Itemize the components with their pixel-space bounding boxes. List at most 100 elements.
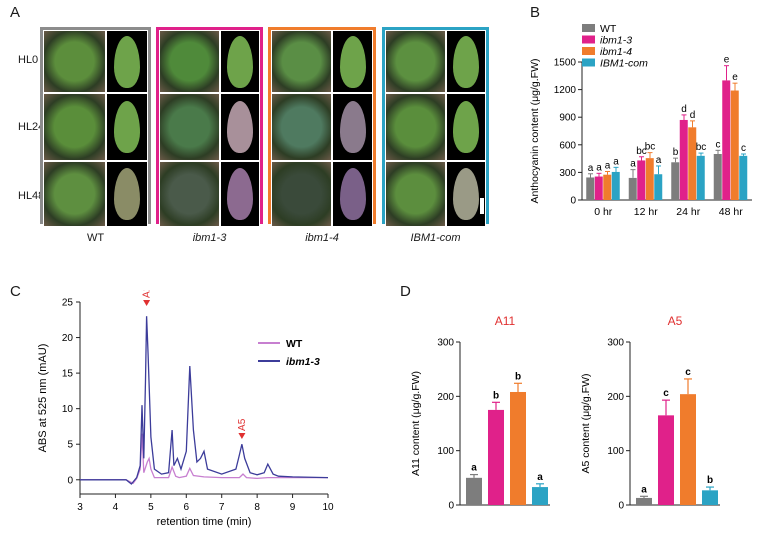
significance-letter: a <box>588 163 594 174</box>
y-axis-label: A11 content (μg/g.FW) <box>410 371 422 476</box>
x-tick-label: 24 hr <box>676 206 700 218</box>
genotype-frame-0 <box>40 27 151 227</box>
y-tick-label: 20 <box>62 333 74 344</box>
y-tick-label: 100 <box>437 446 454 457</box>
x-axis-label: retention time (min) <box>157 516 252 528</box>
leaf-shape <box>453 168 479 220</box>
y-tick-label: 25 <box>62 298 74 309</box>
row-label-hl24: HL24 <box>18 121 45 133</box>
y-tick-label: 0 <box>67 475 73 486</box>
rosette-photo <box>159 93 220 161</box>
leaf-shape <box>114 35 140 88</box>
peak-arrow <box>143 299 151 306</box>
legend-label: ibm1-3 <box>600 35 632 47</box>
bar <box>654 174 663 200</box>
leaf-photo <box>446 93 486 161</box>
bar <box>739 155 748 200</box>
y-tick-label: 300 <box>607 338 624 349</box>
panel-a-photo-grid: HL0 HL24 HL48 WT ibm1-3 ibm1-4 IBM1-com <box>0 0 520 260</box>
x-tick-label: 12 hr <box>634 206 658 218</box>
genotype-label: ibm1-4 <box>305 232 339 244</box>
legend-swatch <box>582 47 595 55</box>
rosette-photo <box>385 93 446 161</box>
y-tick-label: 5 <box>67 440 73 451</box>
bar <box>671 162 680 200</box>
x-tick-label: 48 hr <box>719 206 743 218</box>
significance-letter: b <box>707 475 713 486</box>
significance-letter: c <box>685 367 691 378</box>
significance-letter: a <box>613 156 619 167</box>
genotype-label: ibm1-3 <box>192 232 227 244</box>
significance-letter: d <box>690 110 696 121</box>
legend-label: WT <box>600 23 617 35</box>
rosette-photo <box>385 161 446 227</box>
y-tick-label: 1500 <box>554 58 577 69</box>
bar <box>722 80 731 200</box>
y-tick-label: 15 <box>62 369 74 380</box>
y-tick-label: 10 <box>62 404 74 415</box>
rosette-photo <box>43 161 106 227</box>
significance-letter: a <box>471 463 477 474</box>
legend-label: IBM1-com <box>600 58 648 70</box>
significance-letter: e <box>724 55 730 66</box>
bar <box>702 490 718 505</box>
leaf-shape <box>453 101 479 153</box>
bar <box>488 409 504 505</box>
leaf-photo <box>332 30 373 93</box>
significance-letter: e <box>732 72 738 83</box>
y-tick-label: 300 <box>437 338 454 349</box>
x-tick-label: 0 hr <box>594 206 613 218</box>
x-tick-label: 9 <box>290 502 296 513</box>
leaf-shape <box>339 35 366 88</box>
leaf-shape <box>339 101 366 153</box>
genotype-label: IBM1-com <box>410 232 461 244</box>
leaf-photo <box>446 161 486 227</box>
chart-title: A5 <box>668 314 683 328</box>
leaf-photo <box>220 30 260 93</box>
peak-arrow <box>238 432 246 439</box>
bar <box>696 155 705 200</box>
genotype-frame-2 <box>268 27 376 227</box>
leaf-shape <box>339 168 366 220</box>
bar <box>637 160 646 200</box>
a5-bar-chart: A5 0 100 200 300 A5 content (μg/g.FW) a c c b <box>580 314 720 512</box>
y-tick-label: 0 <box>448 501 454 512</box>
rosette-photo <box>43 93 106 161</box>
chart-title: A11 <box>495 314 516 328</box>
significance-letter: a <box>537 472 543 483</box>
bar <box>680 394 696 505</box>
y-tick-label: 300 <box>559 168 576 179</box>
rosette-photo <box>159 161 220 227</box>
genotype-frame-3 <box>382 27 489 227</box>
x-tick-label: 7 <box>219 502 225 513</box>
panel-label-b: B <box>530 4 541 21</box>
y-tick-label: 1200 <box>554 85 577 96</box>
significance-letter: c <box>716 139 721 150</box>
significance-letter: a <box>656 155 662 166</box>
x-tick-label: 4 <box>113 502 119 513</box>
x-tick-label: 3 <box>77 502 83 513</box>
y-tick-label: 200 <box>437 392 454 403</box>
significance-letter: b <box>493 390 499 401</box>
y-tick-label: 0 <box>570 196 576 207</box>
rosette-photo <box>271 30 332 93</box>
y-axis-label: A5 content (μg/g.FW) <box>580 373 592 473</box>
leaf-shape <box>227 168 253 220</box>
hplc-chromatogram: 0 5 10 15 20 25 3 4 5 6 7 8 9 10 retention time (min) A… <box>37 290 334 528</box>
bar <box>628 177 637 200</box>
significance-letter: bc <box>696 142 707 153</box>
rosette-photo <box>159 30 220 93</box>
x-tick-label: 10 <box>322 502 334 513</box>
rosette-photo <box>271 161 332 227</box>
leaf-photo <box>106 30 148 93</box>
y-tick-label: 200 <box>607 392 624 403</box>
panel-label-c: C <box>10 283 21 300</box>
x-tick-label: 8 <box>254 502 260 513</box>
leaf-photo <box>332 93 373 161</box>
bar <box>611 171 620 200</box>
rosette-photo <box>385 30 446 93</box>
legend-swatch <box>582 24 595 32</box>
significance-letter: a <box>605 160 611 171</box>
significance-letter: c <box>663 388 669 399</box>
a11-bar-chart: A11 0 100 200 300 A11 content (μg/g.FW) a b b a <box>410 314 550 512</box>
